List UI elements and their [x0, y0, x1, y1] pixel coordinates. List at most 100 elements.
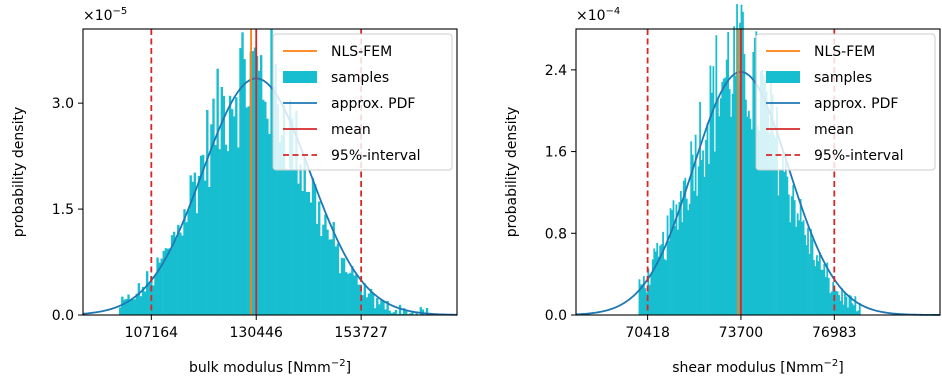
chart-2-bar [727, 32, 730, 315]
chart-1-bar [268, 134, 271, 315]
chart-1-bar [160, 258, 163, 315]
chart-2-bar [813, 259, 815, 315]
chart-2-bar [650, 273, 653, 315]
chart-1-bar [347, 273, 350, 315]
chart-1-bar [137, 283, 141, 315]
chart-1-bar [369, 288, 373, 315]
chart-2-bar [759, 71, 762, 315]
chart-2-bar [716, 99, 719, 315]
chart-2-bar [802, 220, 805, 315]
chart-1-legend-label: NLS-FEM [331, 44, 392, 60]
chart-2-bar [784, 152, 787, 315]
chart-1-bar [197, 175, 201, 315]
chart-1-bar [230, 109, 234, 315]
chart-1-bar [158, 262, 161, 315]
chart-1-bar [405, 310, 408, 315]
chart-2-bar [817, 261, 820, 315]
chart-1-bar [334, 246, 337, 315]
chart-2-bar [838, 295, 840, 315]
chart-2-bar [721, 81, 724, 315]
chart-2-bar [648, 284, 651, 315]
chart-2-bar [833, 289, 836, 315]
chart-1-bar [376, 297, 379, 315]
chart-1-bar [299, 164, 302, 315]
chart-1-ytick-label: 3.0 [52, 96, 74, 112]
chart-1-bar [251, 51, 255, 315]
chart-1-bar [392, 312, 396, 315]
chart-1-bar [175, 238, 178, 315]
chart-1-xlabel: bulk modulus [Nmm−2] [189, 358, 351, 376]
chart-1-bar [278, 142, 282, 315]
chart-2-bar [789, 222, 792, 315]
chart-2-bar [790, 196, 793, 315]
chart-1-bar [284, 168, 288, 315]
chart-1-bar [177, 224, 180, 315]
chart-1-bar [388, 310, 391, 315]
chart-2-bar [841, 288, 843, 315]
chart-2-bar [854, 296, 857, 315]
chart-1-bar [411, 311, 414, 315]
chart-1-bar [222, 95, 226, 315]
chart-1-xlabel-close: ] [346, 360, 351, 376]
chart-1-bar [226, 151, 230, 315]
chart-2-bar [643, 276, 645, 315]
chart-2-bar [656, 242, 659, 315]
chart-2-bar [836, 291, 839, 315]
chart-1-bar [330, 239, 333, 315]
chart-2-xtick-label: 76983 [812, 325, 857, 341]
chart-2-bar [665, 260, 667, 315]
chart-1-bar [129, 299, 132, 315]
chart-2-bar [847, 307, 849, 315]
chart-1-bar [301, 191, 304, 315]
chart-1-xtick-label: 130446 [230, 325, 284, 341]
chart-1-bar [336, 243, 340, 315]
chart-1-bar [233, 116, 236, 316]
chart-2-bar [801, 221, 804, 315]
chart-2-bar [654, 251, 657, 315]
chart-1-ytick-label: 0.0 [52, 308, 74, 324]
chart-2-bar [845, 296, 848, 315]
chart-2-bar [827, 277, 830, 315]
chart-1-bar [276, 104, 279, 315]
chart-2-ytick-label: 1.6 [545, 145, 567, 161]
chart-1-bar [148, 283, 151, 315]
chart-1-bar [164, 248, 168, 315]
chart-2-bar [685, 198, 688, 315]
chart-2-bar [783, 171, 786, 315]
chart-1-bar [291, 118, 294, 315]
chart-2-y-multiplier-exponent: −4 [606, 6, 621, 17]
chart-2-bar [734, 75, 737, 315]
chart-2-legend-label: approx. PDF [814, 96, 898, 112]
chart-2-bar [742, 11, 744, 316]
chart-1-bar [274, 64, 277, 315]
chart-1-bar [152, 285, 155, 315]
chart-2-bar [645, 292, 648, 315]
chart-1-bar [384, 309, 387, 315]
chart-1-bar [272, 86, 275, 316]
chart-1-bar [218, 149, 221, 315]
chart-1-xtick-label: 153727 [334, 325, 387, 341]
chart-1-bar [394, 309, 398, 315]
chart-1-bar [260, 55, 263, 315]
chart-1-bar [340, 257, 344, 315]
chart-2-bar [725, 59, 728, 315]
chart-1-bar [318, 201, 321, 315]
chart-2-bar [768, 133, 771, 315]
chart-2-bar [700, 160, 703, 315]
chart-1-bar [162, 251, 165, 315]
chart-1-bar [293, 168, 296, 315]
chart-2-bar [722, 78, 725, 315]
chart-1-bar [195, 213, 199, 315]
chart-1-bar [295, 110, 298, 315]
chart-2-xtick-label: 73700 [719, 325, 764, 341]
chart-1-bar [166, 248, 170, 315]
chart-2-bar [848, 294, 851, 315]
chart-1-axes-frame [82, 28, 458, 316]
chart-2-bar [753, 37, 756, 316]
chart-2-bar [795, 226, 798, 315]
chart-2-bar [764, 81, 767, 315]
chart-1-bar [309, 202, 313, 315]
chart-1-bar [355, 274, 358, 315]
chart-2-bar [730, 116, 733, 315]
chart-2-bar [736, 4, 738, 316]
